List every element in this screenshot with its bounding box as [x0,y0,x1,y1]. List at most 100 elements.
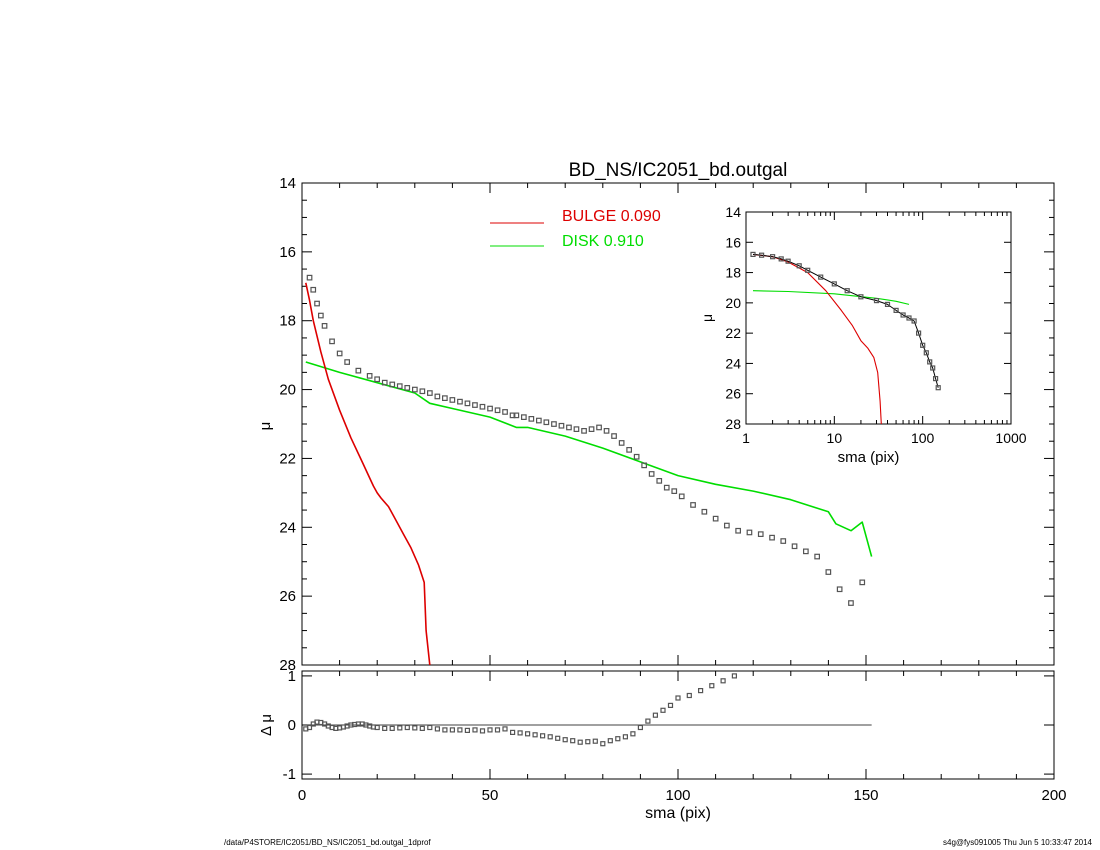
main-data-point [513,412,520,419]
inset-y-axis-label: μ [699,314,715,322]
main-data-point [412,386,418,393]
main-y-tick-label: 24 [279,519,296,536]
main-data-point [735,527,742,534]
residual-data-point [494,727,501,733]
inset-y-tick-label: 18 [725,265,741,281]
main-data-point [581,428,587,434]
main-data-point [611,433,617,439]
main-data-point [769,534,775,541]
inset-y-tick-label: 26 [725,386,741,402]
residual-data-point [539,733,546,739]
inset-data-point [935,385,941,391]
residual-data-point [502,726,508,732]
legend-disk-label: DISK 0.910 [562,233,644,250]
inset-y-tick-label: 24 [725,355,741,371]
footer-path: /data/P4STORE/IC2051/BD_NS/IC2051_bd.out… [224,838,431,847]
main-data-point [419,388,426,395]
inset-y-tick-label: 16 [725,234,741,250]
main-data-point [596,424,602,431]
main-data-point [656,478,663,484]
inset-y-tick-label: 14 [725,204,741,220]
residual-data-point [720,678,726,684]
main-data-point [671,488,678,494]
inset-data-point [844,288,850,294]
inset-data-point [923,350,929,356]
residual-x-tick-label: 150 [853,787,878,804]
residual-data-point [600,741,606,747]
inset-y-tick-label: 22 [725,325,741,341]
main-bulge-line [305,282,431,665]
main-y-axis-label: μ [257,422,274,431]
residual-data-point [517,730,523,736]
residual-data-point [645,718,651,724]
residual-data-point [404,724,410,731]
footer-timestamp: s4g@fys091005 Thu Jun 5 10:33:47 2014 [943,838,1092,847]
inset-data-point [927,359,933,365]
residual-x-tick-label: 200 [1041,787,1066,804]
residual-data-point [731,673,738,679]
main-data-point [381,379,388,386]
residual-data-point [547,734,553,740]
residual-data-point [389,725,395,732]
residual-data-point [686,692,692,699]
main-data-point [427,390,433,396]
residual-data-point [382,725,388,732]
main-data-point [701,508,708,515]
main-data-point [791,543,798,550]
inset-x-tick-label: 10 [827,430,843,446]
main-data-point [434,393,441,400]
inset-data-point [831,281,837,287]
residual-data-point [555,735,561,741]
main-data-point [535,417,542,424]
main-data-point [366,373,373,379]
main-data-point [457,398,463,405]
main-disk-line [305,361,873,557]
main-data-point [528,416,535,422]
main-data-point [641,462,648,469]
residual-data-point [622,734,629,740]
main-data-point [663,484,670,491]
inset-series-group [750,251,941,424]
main-data-point [310,286,317,293]
main-data-point [472,402,478,408]
main-data-point [814,553,821,560]
residual-data-point [667,702,674,709]
residual-data-point [472,727,478,733]
main-data-point [633,453,640,460]
residual-x-axis-label: sma (pix) [645,805,711,822]
main-data-point [449,397,456,403]
main-data-point [678,493,685,500]
main-data-point [825,569,832,575]
inset-data-point [920,342,926,348]
main-data-point [780,538,787,544]
residual-data-point [464,727,470,734]
inset-data-point [915,330,922,336]
inset-data-point [758,252,765,258]
main-data-point [859,579,866,586]
residual-data-point [585,739,591,745]
main-data-point [479,403,486,410]
main-data-point [494,407,501,414]
residual-data-point [532,732,538,738]
residual-data-point [510,729,516,736]
residual-y-tick-label: 1 [288,668,296,685]
main-data-point [306,274,313,281]
main-data-point [374,376,380,383]
residual-data-point [577,739,583,745]
residual-data-point [615,736,621,742]
main-data-point [336,350,343,357]
main-data-point [502,409,508,415]
main-data-point [848,600,854,606]
residual-data-point [607,738,613,744]
residual-data-point [675,695,681,701]
main-data-point [723,522,730,529]
main-y-tick-label: 22 [279,450,296,467]
main-data-point [509,412,516,419]
residual-x-tick-label: 0 [298,787,306,804]
inset-plot-frame [745,211,1012,425]
legend-bulge-label: BULGE 0.090 [562,208,661,225]
residual-data-point [442,727,448,733]
residual-data-point [637,724,644,731]
residual-x-tick-label: 100 [665,787,690,804]
